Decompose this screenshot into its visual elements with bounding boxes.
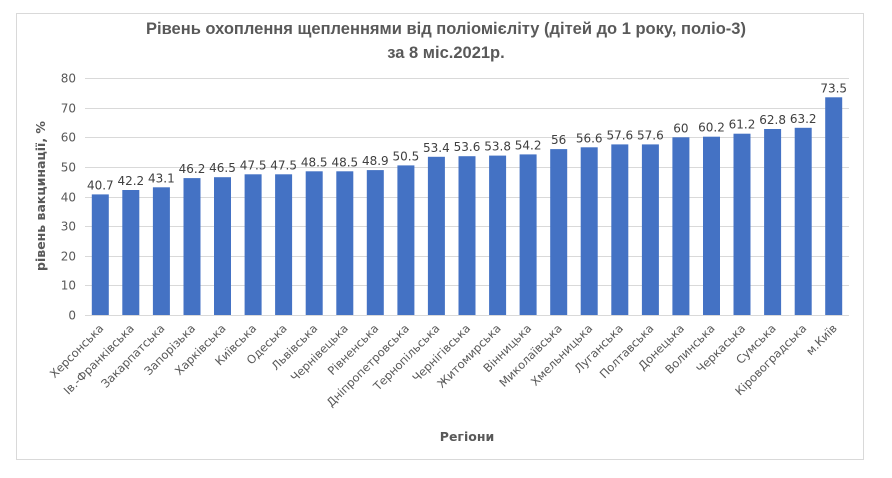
bar — [580, 147, 598, 315]
data-label: 48.5 — [331, 155, 358, 169]
y-tick-label: 40 — [61, 191, 76, 205]
bar — [825, 97, 843, 315]
x-axis-title: Регіони — [440, 429, 494, 444]
data-label: 53.4 — [423, 141, 450, 155]
chart-subtitle: за 8 міс.2021р. — [387, 44, 504, 62]
y-tick-label: 20 — [61, 250, 76, 264]
data-label: 56 — [551, 133, 566, 147]
bar — [764, 129, 782, 315]
data-label: 46.5 — [209, 161, 236, 175]
bar — [366, 170, 384, 315]
bar — [275, 174, 293, 315]
chart-title: Рівень охоплення щепленнями від поліоміє… — [146, 20, 746, 38]
data-label: 61.2 — [729, 118, 756, 132]
y-tick-label: 80 — [61, 72, 76, 86]
data-label: 48.5 — [301, 155, 328, 169]
data-label: 47.5 — [240, 158, 267, 172]
data-label: 57.6 — [637, 128, 664, 142]
y-tick-label: 30 — [61, 220, 76, 234]
data-label: 54.2 — [515, 138, 542, 152]
bar — [733, 133, 751, 315]
bar — [611, 144, 629, 315]
bar — [519, 154, 537, 315]
data-label: 57.6 — [606, 128, 633, 142]
data-label: 43.1 — [148, 171, 175, 185]
bar — [397, 165, 415, 315]
data-label: 60.2 — [698, 121, 725, 135]
y-tick-label: 60 — [61, 131, 76, 145]
bar — [672, 137, 690, 316]
bar — [427, 156, 445, 315]
y-tick-label: 0 — [68, 309, 76, 323]
bar — [122, 190, 140, 315]
data-label: 56.6 — [576, 131, 603, 145]
data-label: 46.2 — [179, 162, 206, 176]
bar — [91, 194, 109, 315]
data-label: 48.9 — [362, 154, 389, 168]
data-label: 53.6 — [454, 140, 481, 154]
data-label: 40.7 — [87, 178, 114, 192]
bar — [183, 178, 201, 315]
data-labels: 40.7 42.2 43.1 46.2 46.5 47.5 47.5 48.5 48.5 48.9… — [87, 81, 847, 192]
y-tick-label: 10 — [61, 279, 76, 293]
y-tick-labels: 0 10 20 30 40 50 60 70 80 — [61, 72, 76, 323]
data-label: 53.8 — [484, 140, 511, 154]
bar — [214, 177, 231, 315]
bar — [152, 187, 170, 315]
data-label: 73.5 — [820, 81, 847, 95]
bar — [244, 174, 262, 315]
data-label: 50.5 — [393, 149, 420, 163]
bar — [489, 155, 507, 315]
x-tick-label: м.Київ — [803, 321, 840, 358]
bar — [305, 171, 323, 315]
data-label: 60 — [673, 121, 688, 135]
data-label: 47.5 — [270, 158, 297, 172]
bar — [703, 136, 720, 315]
data-label: 63.2 — [790, 112, 817, 126]
bar — [794, 127, 812, 315]
bars — [91, 97, 843, 316]
y-tick-label: 50 — [61, 161, 76, 175]
data-label: 62.8 — [759, 113, 786, 127]
data-label: 42.2 — [117, 174, 144, 188]
y-axis-title: рівень вакцинації, % — [33, 121, 48, 271]
bar — [641, 144, 659, 315]
x-tick-labels: ХерсонськаІв.-ФранківськаЗакарпатськаЗап… — [47, 321, 840, 410]
bar — [458, 156, 476, 315]
bar — [550, 149, 568, 315]
y-tick-label: 70 — [61, 102, 76, 116]
bar — [336, 171, 354, 315]
